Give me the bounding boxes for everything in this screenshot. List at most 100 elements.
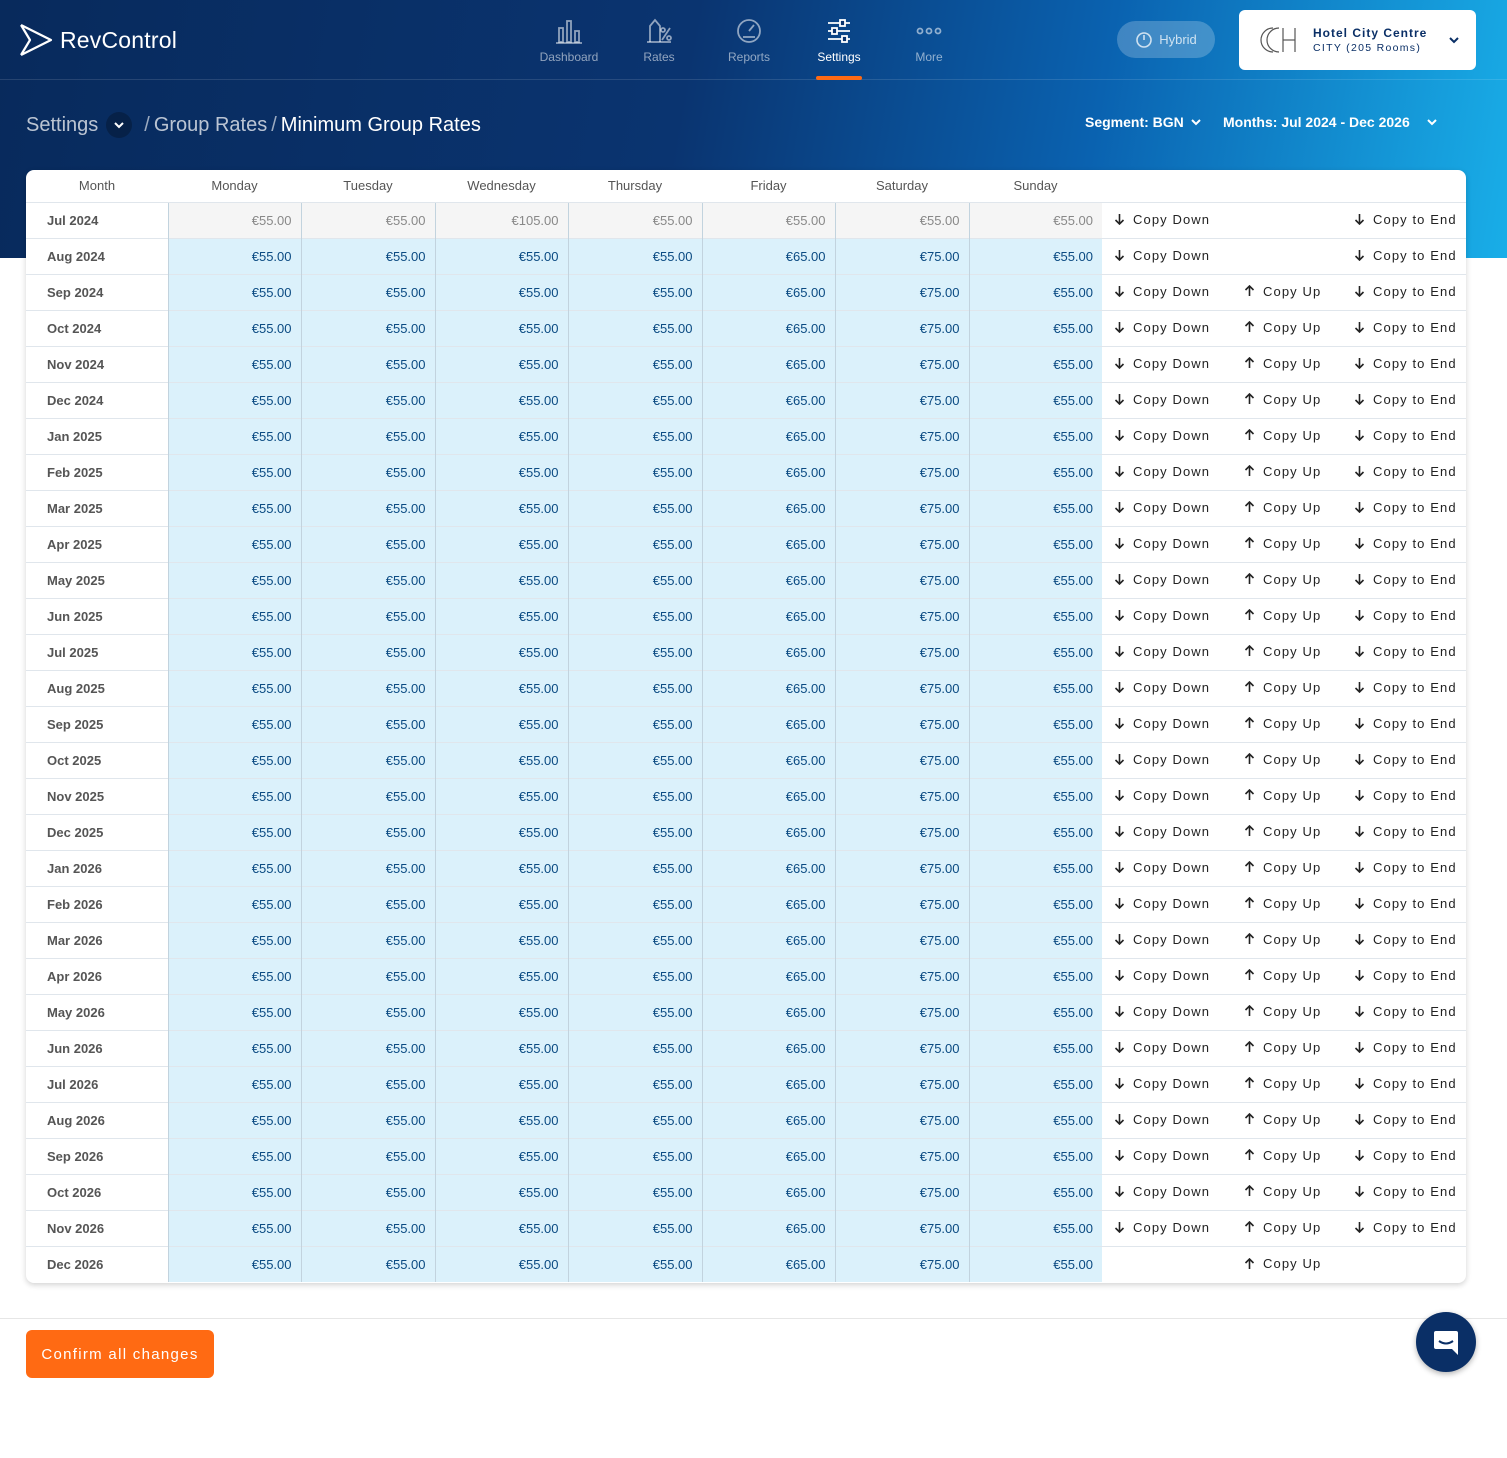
copy-up-button[interactable]: Copy Up bbox=[1244, 1040, 1321, 1055]
copy-down-button[interactable]: Copy Down bbox=[1114, 1184, 1210, 1199]
copy-up-button[interactable]: Copy Up bbox=[1244, 1148, 1321, 1163]
rate-cell[interactable]: €55.00 bbox=[300, 741, 435, 778]
copy-up-button[interactable]: Copy Up bbox=[1244, 284, 1321, 299]
rate-cell[interactable]: €65.00 bbox=[701, 813, 835, 850]
rate-cell[interactable]: €55.00 bbox=[434, 633, 568, 670]
rate-cell[interactable]: €55.00 bbox=[968, 309, 1102, 346]
rate-cell[interactable]: €55.00 bbox=[434, 705, 568, 742]
copy-up-button[interactable]: Copy Up bbox=[1244, 536, 1321, 551]
rate-cell[interactable]: €65.00 bbox=[701, 381, 835, 418]
rate-cell[interactable]: €55.00 bbox=[567, 1065, 702, 1102]
copy-to-end-button[interactable]: Copy to End bbox=[1354, 752, 1457, 767]
rate-cell[interactable]: €75.00 bbox=[834, 345, 969, 382]
rate-cell[interactable]: €55.00 bbox=[300, 1137, 435, 1174]
months-filter[interactable]: Months: Jul 2024 - Dec 2026 bbox=[1223, 114, 1438, 130]
rate-cell[interactable]: €55.00 bbox=[968, 1137, 1102, 1174]
rate-cell[interactable]: €55.00 bbox=[434, 597, 568, 634]
rate-cell[interactable]: €55.00 bbox=[434, 561, 568, 598]
rate-cell[interactable]: €55.00 bbox=[968, 1245, 1102, 1282]
copy-to-end-button[interactable]: Copy to End bbox=[1354, 572, 1457, 587]
rate-cell[interactable]: €55.00 bbox=[434, 381, 568, 418]
rate-cell[interactable]: €55.00 bbox=[567, 885, 702, 922]
rate-cell[interactable]: €55.00 bbox=[968, 237, 1102, 274]
rate-cell[interactable]: €55.00 bbox=[968, 1029, 1102, 1066]
rate-cell[interactable]: €75.00 bbox=[834, 1101, 969, 1138]
rate-cell[interactable]: €55.00 bbox=[567, 993, 702, 1030]
rate-cell[interactable]: €55.00 bbox=[968, 381, 1102, 418]
copy-down-button[interactable]: Copy Down bbox=[1114, 320, 1210, 335]
rate-cell[interactable]: €55.00 bbox=[968, 813, 1102, 850]
rate-cell[interactable]: €75.00 bbox=[834, 669, 969, 706]
copy-down-button[interactable]: Copy Down bbox=[1114, 392, 1210, 407]
copy-down-button[interactable]: Copy Down bbox=[1114, 716, 1210, 731]
rate-cell[interactable]: €55.00 bbox=[167, 561, 301, 598]
copy-to-end-button[interactable]: Copy to End bbox=[1354, 680, 1457, 695]
copy-to-end-button[interactable]: Copy to End bbox=[1354, 1076, 1457, 1091]
rate-cell[interactable]: €55.00 bbox=[434, 1245, 568, 1282]
breadcrumb-parent[interactable]: Group Rates bbox=[153, 113, 268, 136]
rate-cell[interactable]: €55.00 bbox=[434, 453, 568, 490]
copy-up-button[interactable]: Copy Up bbox=[1244, 464, 1321, 479]
rate-cell[interactable]: €65.00 bbox=[701, 1173, 835, 1210]
copy-to-end-button[interactable]: Copy to End bbox=[1354, 788, 1457, 803]
rate-cell[interactable]: €55.00 bbox=[434, 777, 568, 814]
rate-cell[interactable]: €55.00 bbox=[567, 921, 702, 958]
breadcrumb-dropdown[interactable] bbox=[106, 112, 133, 138]
copy-to-end-button[interactable]: Copy to End bbox=[1354, 1004, 1457, 1019]
rate-cell[interactable]: €55.00 bbox=[567, 1245, 702, 1282]
rate-cell[interactable]: €55.00 bbox=[300, 453, 435, 490]
rate-cell[interactable]: €55.00 bbox=[167, 957, 301, 994]
rate-cell[interactable]: €55.00 bbox=[300, 381, 435, 418]
rate-cell[interactable]: €55.00 bbox=[968, 1173, 1102, 1210]
rate-cell[interactable]: €55.00 bbox=[968, 273, 1102, 310]
rate-cell[interactable]: €55.00 bbox=[567, 1101, 702, 1138]
rate-cell[interactable]: €65.00 bbox=[701, 885, 835, 922]
rate-cell[interactable]: €75.00 bbox=[834, 1245, 969, 1282]
rate-cell[interactable]: €55.00 bbox=[968, 777, 1102, 814]
copy-down-button[interactable]: Copy Down bbox=[1114, 536, 1210, 551]
rate-cell[interactable]: €55.00 bbox=[300, 489, 435, 526]
copy-up-button[interactable]: Copy Up bbox=[1244, 932, 1321, 947]
app-logo[interactable]: RevControl bbox=[18, 22, 177, 58]
copy-down-button[interactable]: Copy Down bbox=[1114, 284, 1210, 299]
rate-cell[interactable]: €55.00 bbox=[300, 1209, 435, 1246]
rate-cell[interactable]: €55.00 bbox=[434, 849, 568, 886]
rate-cell[interactable]: €55.00 bbox=[300, 957, 435, 994]
rate-cell[interactable]: €65.00 bbox=[701, 525, 835, 562]
copy-to-end-button[interactable]: Copy to End bbox=[1354, 932, 1457, 947]
rate-cell[interactable]: €65.00 bbox=[701, 777, 835, 814]
copy-down-button[interactable]: Copy Down bbox=[1114, 1040, 1210, 1055]
rate-cell[interactable]: €65.00 bbox=[701, 309, 835, 346]
rate-cell[interactable]: €65.00 bbox=[701, 1245, 835, 1282]
rate-cell[interactable]: €55.00 bbox=[567, 849, 702, 886]
copy-down-button[interactable]: Copy Down bbox=[1114, 968, 1210, 983]
rate-cell[interactable]: €55.00 bbox=[567, 237, 702, 274]
rate-cell[interactable]: €55.00 bbox=[968, 1101, 1102, 1138]
hybrid-mode-button[interactable]: Hybrid bbox=[1117, 21, 1215, 58]
copy-to-end-button[interactable]: Copy to End bbox=[1354, 896, 1457, 911]
rate-cell[interactable]: €55.00 bbox=[567, 525, 702, 562]
rate-cell[interactable]: €55.00 bbox=[167, 741, 301, 778]
rate-cell[interactable]: €65.00 bbox=[701, 849, 835, 886]
rate-cell[interactable]: €75.00 bbox=[834, 705, 969, 742]
copy-up-button[interactable]: Copy Up bbox=[1244, 824, 1321, 839]
copy-down-button[interactable]: Copy Down bbox=[1114, 1220, 1210, 1235]
rate-cell[interactable]: €55.00 bbox=[968, 957, 1102, 994]
rate-cell[interactable]: €65.00 bbox=[701, 1137, 835, 1174]
copy-up-button[interactable]: Copy Up bbox=[1244, 1256, 1321, 1271]
hotel-selector[interactable]: Hotel City Centre CITY (205 Rooms) bbox=[1239, 10, 1476, 70]
copy-to-end-button[interactable]: Copy to End bbox=[1354, 1112, 1457, 1127]
rate-cell[interactable]: €65.00 bbox=[701, 561, 835, 598]
rate-cell[interactable]: €55.00 bbox=[434, 1137, 568, 1174]
rate-cell[interactable]: €55.00 bbox=[968, 849, 1102, 886]
copy-up-button[interactable]: Copy Up bbox=[1244, 1184, 1321, 1199]
rate-cell[interactable]: €65.00 bbox=[701, 921, 835, 958]
rate-cell[interactable]: €55.00 bbox=[968, 453, 1102, 490]
rate-cell[interactable]: €55.00 bbox=[300, 1245, 435, 1282]
rate-cell[interactable]: €55.00 bbox=[167, 1209, 301, 1246]
rate-cell[interactable]: €75.00 bbox=[834, 489, 969, 526]
rate-cell[interactable]: €65.00 bbox=[701, 345, 835, 382]
rate-cell[interactable]: €55.00 bbox=[434, 273, 568, 310]
copy-up-button[interactable]: Copy Up bbox=[1244, 500, 1321, 515]
rate-cell[interactable]: €55.00 bbox=[434, 669, 568, 706]
